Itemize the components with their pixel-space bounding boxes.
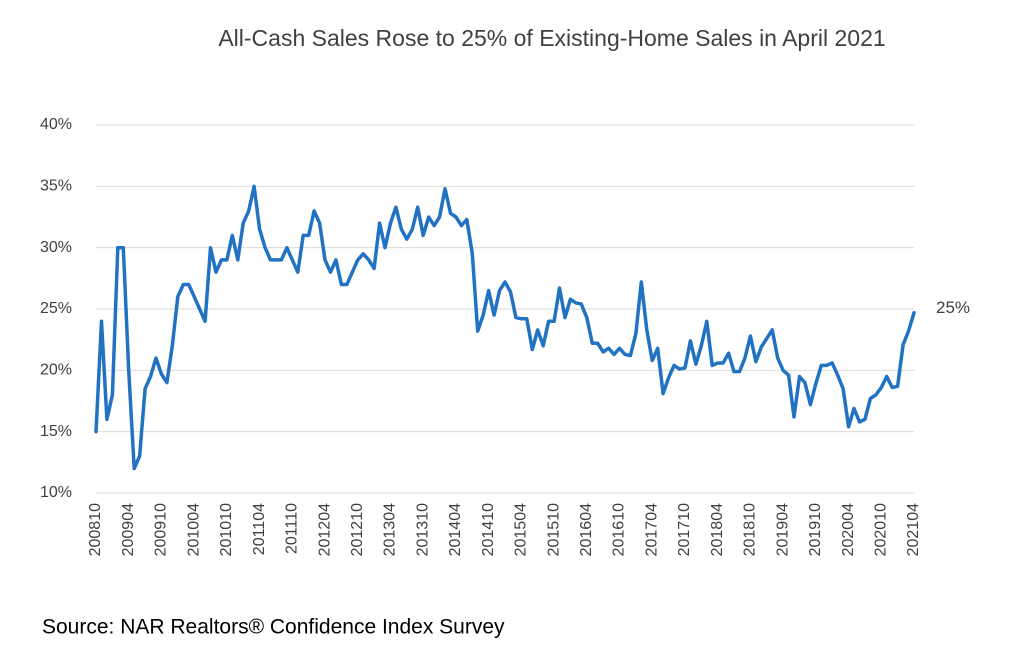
- y-tick-label: 40%: [40, 116, 72, 133]
- x-tick-label: 201010: [218, 503, 235, 556]
- y-tick-label: 20%: [40, 362, 72, 379]
- x-tick-label: 201210: [349, 503, 366, 556]
- x-tick-label: 201710: [676, 503, 693, 556]
- x-tick-label: 201804: [709, 503, 726, 556]
- x-tick-label: 201310: [414, 503, 431, 556]
- y-tick-label: 35%: [40, 178, 72, 195]
- y-tick-label: 15%: [40, 423, 72, 440]
- x-tick-label: 201104: [251, 503, 268, 555]
- y-tick-label: 25%: [40, 300, 72, 317]
- x-tick-label: 200810: [87, 503, 104, 556]
- x-tick-label: 202004: [840, 503, 857, 556]
- x-tick-label: 200910: [153, 503, 170, 556]
- source-note: Source: NAR Realtors® Confidence Index S…: [42, 616, 505, 639]
- x-tick-label: 201404: [447, 503, 464, 556]
- x-tick-label: 201110: [284, 503, 301, 554]
- x-tick-label: 201504: [513, 503, 530, 556]
- data-line: [94, 184, 916, 471]
- x-tick-label: 201910: [807, 503, 824, 556]
- x-tick-label: 201204: [316, 503, 333, 556]
- x-tick-label: 201610: [611, 503, 628, 556]
- x-tick-label: 201410: [480, 503, 497, 556]
- x-tick-label: 201004: [185, 503, 202, 556]
- x-tick-label: 201904: [774, 503, 791, 556]
- chart-title: All-Cash Sales Rose to 25% of Existing-H…: [218, 25, 885, 51]
- x-tick-label: 202104: [905, 503, 922, 556]
- x-tick-label: 201510: [545, 503, 562, 556]
- y-tick-label: 30%: [40, 239, 72, 256]
- x-tick-label: 202010: [872, 503, 889, 556]
- x-tick-label: 201304: [382, 503, 399, 556]
- data-label: 25%: [936, 298, 970, 317]
- x-tick-label: 200904: [120, 503, 137, 556]
- x-tick-label: 201604: [578, 503, 595, 556]
- x-tick-label: 201810: [742, 503, 759, 556]
- y-tick-label: 10%: [40, 484, 72, 501]
- x-tick-label: 201704: [643, 503, 660, 556]
